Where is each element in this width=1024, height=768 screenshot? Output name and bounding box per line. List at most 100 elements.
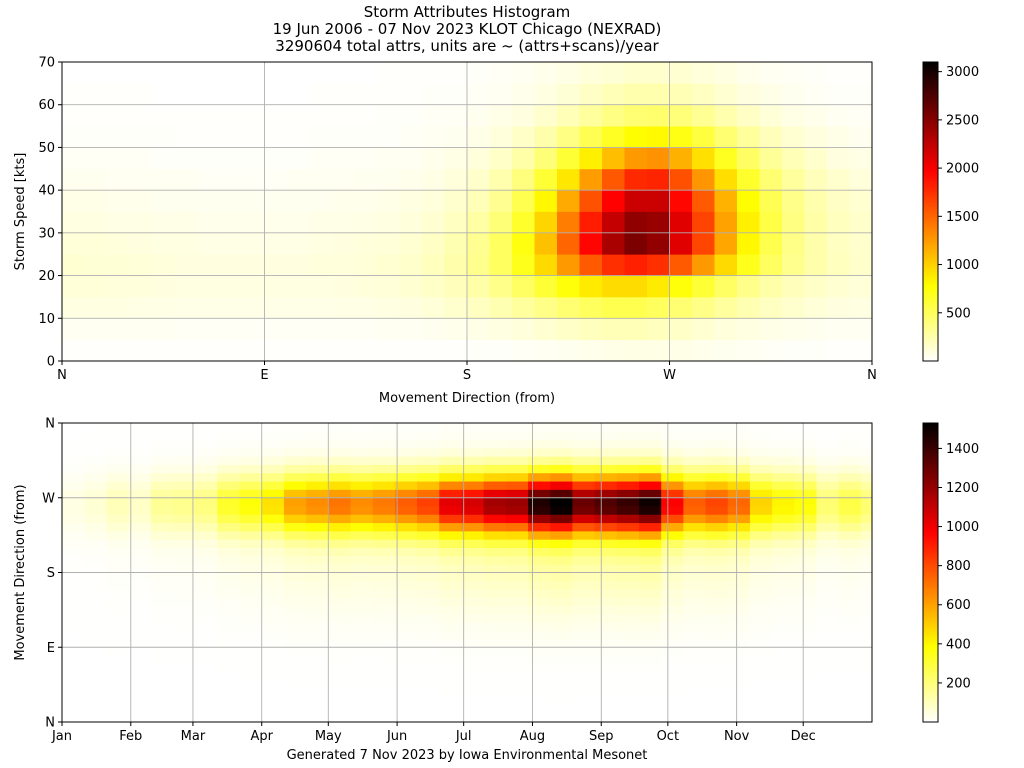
- x-tick-label: N: [867, 368, 877, 383]
- heatmap-cell: [439, 663, 462, 673]
- colorbar-segment: [923, 423, 938, 426]
- colorbar-segment: [923, 579, 938, 583]
- heatmap-cell: [483, 447, 507, 457]
- colorbar-segment: [923, 161, 938, 165]
- heatmap-cell: [794, 688, 817, 698]
- heatmap-cell: [550, 447, 573, 457]
- x-tick-label: Jan: [51, 729, 72, 744]
- heatmap-cell: [838, 489, 862, 499]
- heatmap-cell: [505, 481, 529, 490]
- heatmap-cell: [350, 680, 374, 690]
- heatmap-cell: [849, 275, 873, 298]
- heatmap-cell: [461, 614, 485, 623]
- heatmap-cell: [283, 713, 307, 723]
- heatmap-cell: [638, 597, 662, 607]
- heatmap-cell: [306, 597, 329, 607]
- heatmap-cell: [84, 497, 107, 507]
- colorbar-segment: [923, 179, 938, 183]
- heatmap-cell: [838, 555, 862, 565]
- colorbar-segment: [923, 427, 938, 431]
- heatmap-cell: [683, 638, 706, 648]
- heatmap-cell: [594, 439, 618, 449]
- heatmap-cell: [804, 318, 828, 341]
- colorbar-tick-label: 500: [946, 306, 971, 321]
- heatmap-cell: [816, 622, 840, 632]
- heatmap-cell: [683, 439, 706, 449]
- heatmap-cell: [683, 464, 706, 474]
- heatmap-cell: [638, 663, 662, 673]
- heatmap-cell: [283, 522, 307, 532]
- heatmap-cell: [804, 232, 828, 255]
- heatmap-cell: [197, 168, 220, 191]
- heatmap-cell: [624, 211, 648, 234]
- colorbar-segment: [923, 301, 938, 305]
- heatmap-cell: [417, 489, 440, 499]
- colorbar-segment: [923, 664, 938, 668]
- x-tick-label: Sep: [589, 729, 614, 744]
- heatmap-cell: [838, 663, 862, 673]
- heatmap-cell: [84, 147, 108, 170]
- heatmap-cell: [647, 254, 670, 276]
- heatmap-cell: [661, 597, 684, 607]
- heatmap-cell: [572, 489, 595, 499]
- colorbar-segment: [923, 550, 938, 554]
- heatmap-cell: [283, 481, 307, 490]
- heatmap-cell: [84, 296, 108, 319]
- heatmap-cell: [602, 104, 625, 127]
- heatmap-cell: [62, 713, 85, 723]
- heatmap-cell: [638, 705, 662, 715]
- heatmap-cell: [306, 622, 329, 632]
- heatmap-cell: [683, 713, 706, 723]
- heatmap-cell: [727, 589, 751, 598]
- colorbar-segment: [923, 288, 938, 292]
- heatmap-cell: [505, 456, 529, 465]
- heatmap-cell: [705, 439, 729, 449]
- heatmap-cell: [683, 614, 706, 623]
- colorbar-segment: [923, 106, 938, 110]
- colorbar-segment: [923, 151, 938, 155]
- heatmap-cell: [602, 254, 625, 276]
- heatmap-cell: [572, 697, 595, 706]
- heatmap-cell: [669, 126, 693, 148]
- heatmap-cell: [283, 447, 307, 457]
- heatmap-cell: [794, 663, 817, 673]
- heatmap-cell: [714, 126, 738, 148]
- heatmap-cell: [128, 522, 152, 532]
- heatmap-cell: [683, 572, 706, 582]
- heatmap-cell: [309, 318, 333, 341]
- heatmap-cell: [816, 663, 840, 673]
- heatmap-cell: [350, 497, 374, 507]
- colorbar-segment: [923, 587, 938, 591]
- heatmap-cell: [439, 464, 462, 474]
- heatmap-cell: [372, 456, 396, 465]
- heatmap-cell: [860, 580, 873, 590]
- colorbar-segment: [923, 181, 938, 185]
- y-axis-label: Storm Speed [kts]: [13, 153, 28, 271]
- heatmap-cell: [461, 680, 485, 690]
- heatmap-cell: [107, 254, 130, 276]
- heatmap-cell: [172, 589, 196, 598]
- heatmap-cell: [172, 497, 196, 507]
- heatmap-cell: [483, 506, 507, 515]
- heatmap-cell: [350, 614, 374, 623]
- heatmap-cell: [217, 705, 240, 715]
- heatmap-cell: [128, 638, 152, 648]
- heatmap-cell: [705, 464, 729, 474]
- heatmap-cell: [354, 83, 378, 106]
- heatmap-cell: [332, 104, 355, 127]
- heatmap-cell: [309, 254, 333, 276]
- colorbar-segment: [923, 278, 938, 282]
- heatmap-cell: [505, 589, 529, 598]
- heatmap-cell: [261, 614, 285, 623]
- heatmap-cell: [217, 431, 240, 441]
- heatmap-cell: [394, 580, 418, 590]
- colorbar-segment: [923, 109, 938, 113]
- y-tick-label: N: [45, 716, 55, 731]
- heatmap-cell: [737, 190, 760, 212]
- heatmap-cell: [152, 275, 175, 298]
- colorbar-segment: [923, 467, 938, 471]
- heatmap-cell: [350, 514, 374, 524]
- colorbar-segment: [923, 684, 938, 688]
- heatmap-cell: [172, 672, 196, 681]
- heatmap-cell: [242, 318, 265, 341]
